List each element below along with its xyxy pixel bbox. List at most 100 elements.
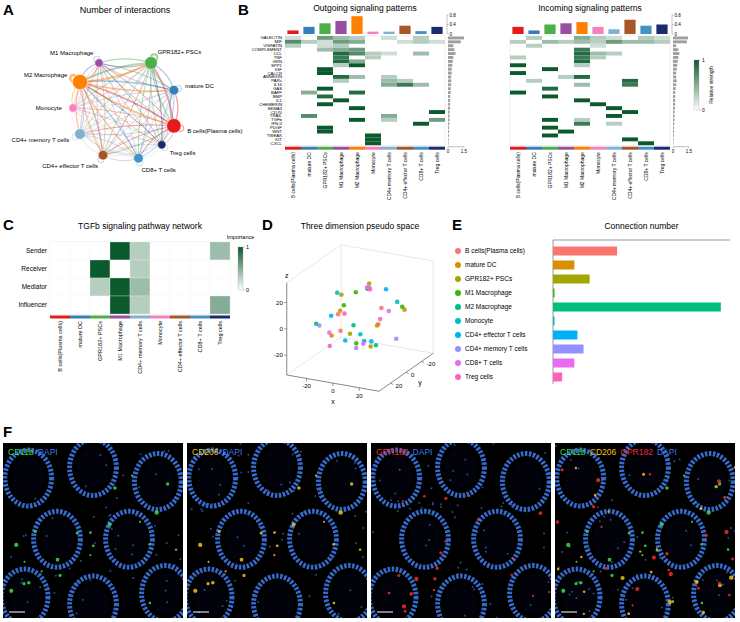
nucleus: [700, 576, 702, 578]
crypt: [218, 511, 265, 567]
crypt: [686, 454, 733, 510]
point: [327, 330, 332, 335]
total-bar: [673, 142, 675, 145]
stain: [148, 543, 151, 546]
stain: [574, 582, 577, 585]
cell: [574, 40, 590, 44]
edge: [99, 63, 174, 126]
stain: [583, 590, 586, 593]
nucleus: [39, 586, 41, 588]
heatmap-bg: [510, 36, 670, 145]
stain: [665, 552, 668, 555]
channel-label: DAPI: [657, 447, 677, 457]
crypt: [326, 566, 367, 619]
stain: [58, 574, 61, 577]
nucleus: [115, 548, 117, 550]
crypt: [557, 450, 604, 506]
node: [169, 85, 179, 95]
row-label: Sender: [26, 247, 48, 254]
column-label: CD4+ memory T cells: [611, 152, 617, 201]
legend-dot: [455, 346, 461, 352]
nucleus: [481, 560, 483, 562]
total-bar: [448, 44, 453, 47]
stain: [575, 467, 577, 469]
stain: [701, 602, 704, 605]
cell: [381, 83, 397, 87]
cell: [510, 40, 526, 44]
color-strip: [397, 147, 413, 150]
column-label: mature DC: [77, 321, 83, 348]
nucleus: [354, 462, 356, 464]
points: [314, 281, 407, 350]
nucleus: [212, 536, 214, 538]
nucleus: [454, 444, 456, 446]
cell: [510, 63, 526, 67]
total-bar: [673, 37, 688, 40]
total-bar: [544, 25, 555, 35]
heatmap-bg: [285, 36, 445, 145]
total-bar: [673, 83, 676, 86]
nucleus: [10, 556, 12, 558]
cell: [333, 48, 349, 52]
nucleus: [659, 556, 661, 558]
stain: [631, 604, 633, 606]
nucleus: [575, 597, 577, 599]
row-label: Mediator: [22, 283, 48, 290]
stain: [439, 551, 442, 554]
nucleus: [303, 511, 305, 513]
point: [317, 323, 322, 328]
cell: [210, 278, 230, 296]
nucleus: [132, 544, 134, 546]
stain: [388, 592, 391, 595]
column-label: GPR182+ PSCs: [97, 321, 103, 361]
cell: [317, 48, 333, 52]
cell: [349, 52, 365, 56]
nucleus: [218, 493, 220, 495]
cell: [130, 278, 150, 296]
cell: [90, 242, 110, 260]
stain: [193, 589, 197, 593]
axis-line: [553, 240, 730, 241]
tick-label: 0: [447, 149, 450, 154]
point: [354, 346, 359, 351]
nucleus: [105, 464, 107, 466]
cell: [574, 98, 590, 102]
total-bar: [673, 76, 676, 79]
stain: [510, 574, 512, 576]
total-bar: [287, 30, 298, 34]
scale-bar: [193, 612, 209, 613]
edge: [99, 63, 162, 145]
cell: [542, 118, 558, 122]
nucleus: [452, 470, 454, 472]
total-bar: [512, 27, 523, 34]
bar: [553, 303, 721, 312]
column-label: M2 Macrophage: [354, 152, 360, 188]
cell: [574, 48, 590, 52]
cell: [590, 56, 606, 60]
total-bar: [673, 52, 679, 55]
cell: [317, 87, 333, 91]
total-bar: [448, 118, 450, 121]
cell: [397, 40, 413, 44]
nucleus: [362, 556, 364, 558]
total-bar: [448, 76, 451, 79]
cell: [333, 56, 349, 60]
stain: [635, 587, 639, 591]
node: [167, 119, 181, 133]
stain: [600, 526, 602, 528]
total-bar: [673, 115, 675, 118]
nucleus: [722, 584, 724, 586]
nucleus: [386, 571, 388, 573]
nucleus: [257, 601, 259, 603]
edge: [80, 82, 138, 158]
channel-label: CD206: [192, 447, 219, 457]
nucleus: [289, 482, 291, 484]
cell: [542, 40, 558, 44]
crypt-lumen: [8, 576, 40, 618]
nucleus: [379, 480, 381, 482]
stain: [333, 602, 336, 605]
tick: [284, 355, 287, 356]
edge: [99, 63, 174, 90]
bar: [553, 275, 590, 284]
node: [95, 59, 103, 67]
